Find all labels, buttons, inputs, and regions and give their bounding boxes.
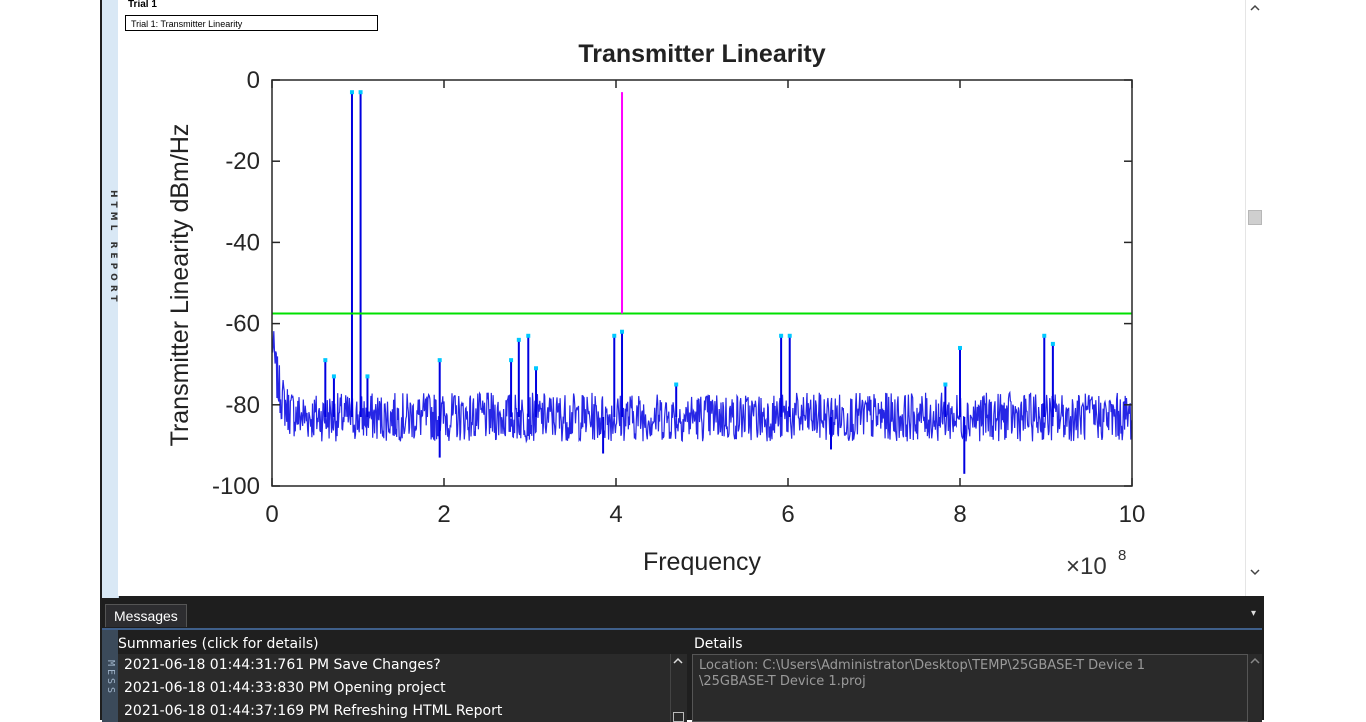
peak-marker <box>534 366 539 371</box>
x-tick-label: 2 <box>437 501 450 528</box>
peak-marker <box>437 358 442 363</box>
x-axis-label: Frequency <box>643 548 762 576</box>
details-scroll-up-icon[interactable] <box>1248 656 1262 669</box>
peak-marker <box>1050 341 1055 346</box>
details-location-line: Location: C:\Users\Administrator\Desktop… <box>699 658 1146 673</box>
trial-link[interactable]: Trial 1: Transmitter Linearity <box>125 15 378 31</box>
peak-marker <box>787 333 792 338</box>
peak-marker <box>509 358 514 363</box>
peak-marker <box>349 90 354 95</box>
list-item[interactable]: 2021-06-18 01:44:33:830 PM Opening proje… <box>124 680 446 696</box>
y-tick-label: 0 <box>247 67 260 94</box>
scroll-up-icon[interactable] <box>1246 0 1264 16</box>
peak-marker <box>779 333 784 338</box>
peak-marker <box>612 333 617 338</box>
axes-box <box>271 79 1133 487</box>
scroll-down-icon[interactable] <box>1246 564 1264 580</box>
messages-side-tab[interactable]: MESS <box>102 630 118 722</box>
x-tick-label: 4 <box>609 501 622 528</box>
details-scrollbar[interactable] <box>1248 654 1262 722</box>
peak-marker <box>323 358 328 363</box>
details-header: Details <box>694 636 743 652</box>
peak-marker <box>958 345 962 350</box>
y-tick-label: -20 <box>225 148 260 175</box>
peak-marker <box>526 333 531 338</box>
summaries-scroll-up-icon[interactable] <box>671 656 685 669</box>
list-item[interactable]: 2021-06-18 01:44:31:761 PM Save Changes? <box>124 657 441 673</box>
tab-messages[interactable]: Messages <box>105 604 187 627</box>
summaries-list: 2021-06-18 01:44:31:761 PM Save Changes?… <box>118 654 686 722</box>
report-scrollbar[interactable] <box>1245 0 1264 596</box>
html-report-side-label: HTML REPORT <box>108 190 118 306</box>
y-tick-label: -100 <box>212 473 260 500</box>
x-multiplier-label: ×10 <box>1066 553 1107 580</box>
details-box: Location: C:\Users\Administrator\Desktop… <box>692 654 1248 722</box>
peak-marker <box>516 337 521 342</box>
peak-marker <box>674 382 679 387</box>
messages-tab-bar: Messages ▾ <box>102 600 1262 628</box>
chart-title: Transmitter Linearity <box>578 40 825 68</box>
y-tick-label: -60 <box>225 311 260 338</box>
messages-side-label: MESS <box>105 660 116 697</box>
details-location-line: \25GBASE-T Device 1.proj <box>699 674 866 689</box>
summaries-header: Summaries (click for details) <box>118 636 319 652</box>
peak-marker <box>365 374 370 379</box>
peak-marker <box>620 329 625 334</box>
trial-heading: Trial 1 <box>128 0 157 10</box>
transmitter-linearity-chart: Transmitter Linearity Transmitter Linear… <box>166 40 1146 580</box>
y-axis-label: Transmitter Linearity dBm/Hz <box>166 124 194 447</box>
peak-marker <box>943 382 948 387</box>
summaries-scroll-thumb[interactable] <box>673 712 684 722</box>
y-tick-label: -80 <box>225 392 260 419</box>
x-tick-label: 8 <box>953 501 966 528</box>
html-report-side-tab[interactable]: HTML REPORT <box>102 0 119 598</box>
scroll-thumb[interactable] <box>1248 210 1262 225</box>
summaries-scrollbar[interactable] <box>670 654 687 722</box>
series-line <box>271 331 1133 444</box>
y-tick-label: -40 <box>225 229 260 256</box>
peak-marker <box>331 374 336 379</box>
peak-marker <box>358 90 363 95</box>
x-multiplier-exponent: 8 <box>1118 547 1126 564</box>
x-tick-label: 0 <box>265 501 278 528</box>
peak-marker <box>1042 333 1047 338</box>
x-tick-label: 6 <box>781 501 794 528</box>
messages-panel: MESS Summaries (click for details) Detai… <box>102 628 1262 722</box>
x-tick-label: 10 <box>1119 501 1146 528</box>
list-item[interactable]: 2021-06-18 01:44:37:169 PM Refreshing HT… <box>124 703 503 719</box>
panel-menu-icon[interactable]: ▾ <box>1250 608 1256 619</box>
